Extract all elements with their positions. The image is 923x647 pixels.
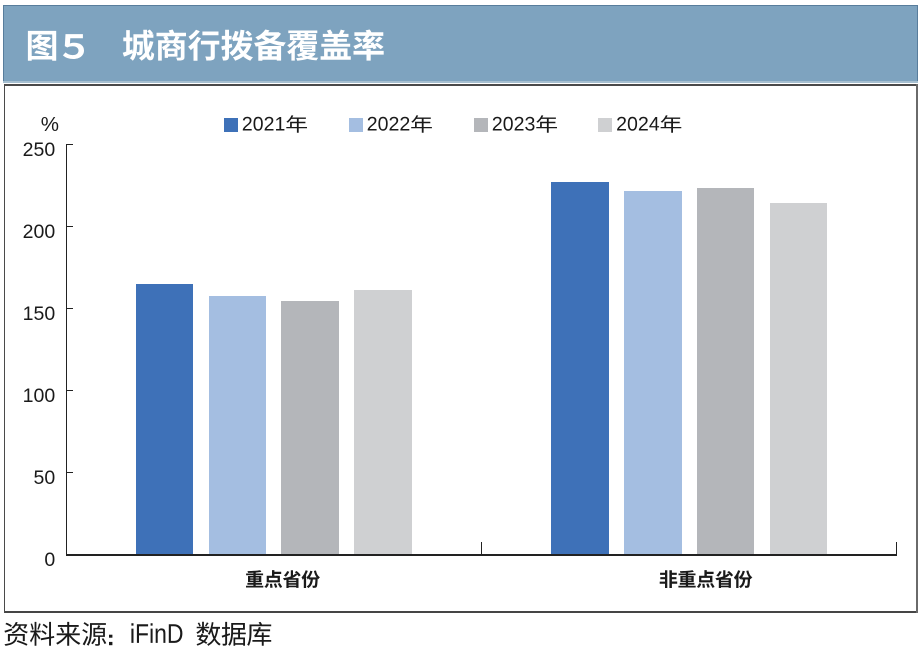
svg-text:%: %	[41, 113, 59, 136]
svg-text:200: 200	[23, 221, 56, 243]
svg-text:250: 250	[23, 139, 56, 161]
svg-text:100: 100	[23, 385, 56, 407]
svg-text:50: 50	[33, 467, 55, 489]
svg-text:150: 150	[23, 303, 56, 325]
svg-text:0: 0	[44, 549, 55, 571]
